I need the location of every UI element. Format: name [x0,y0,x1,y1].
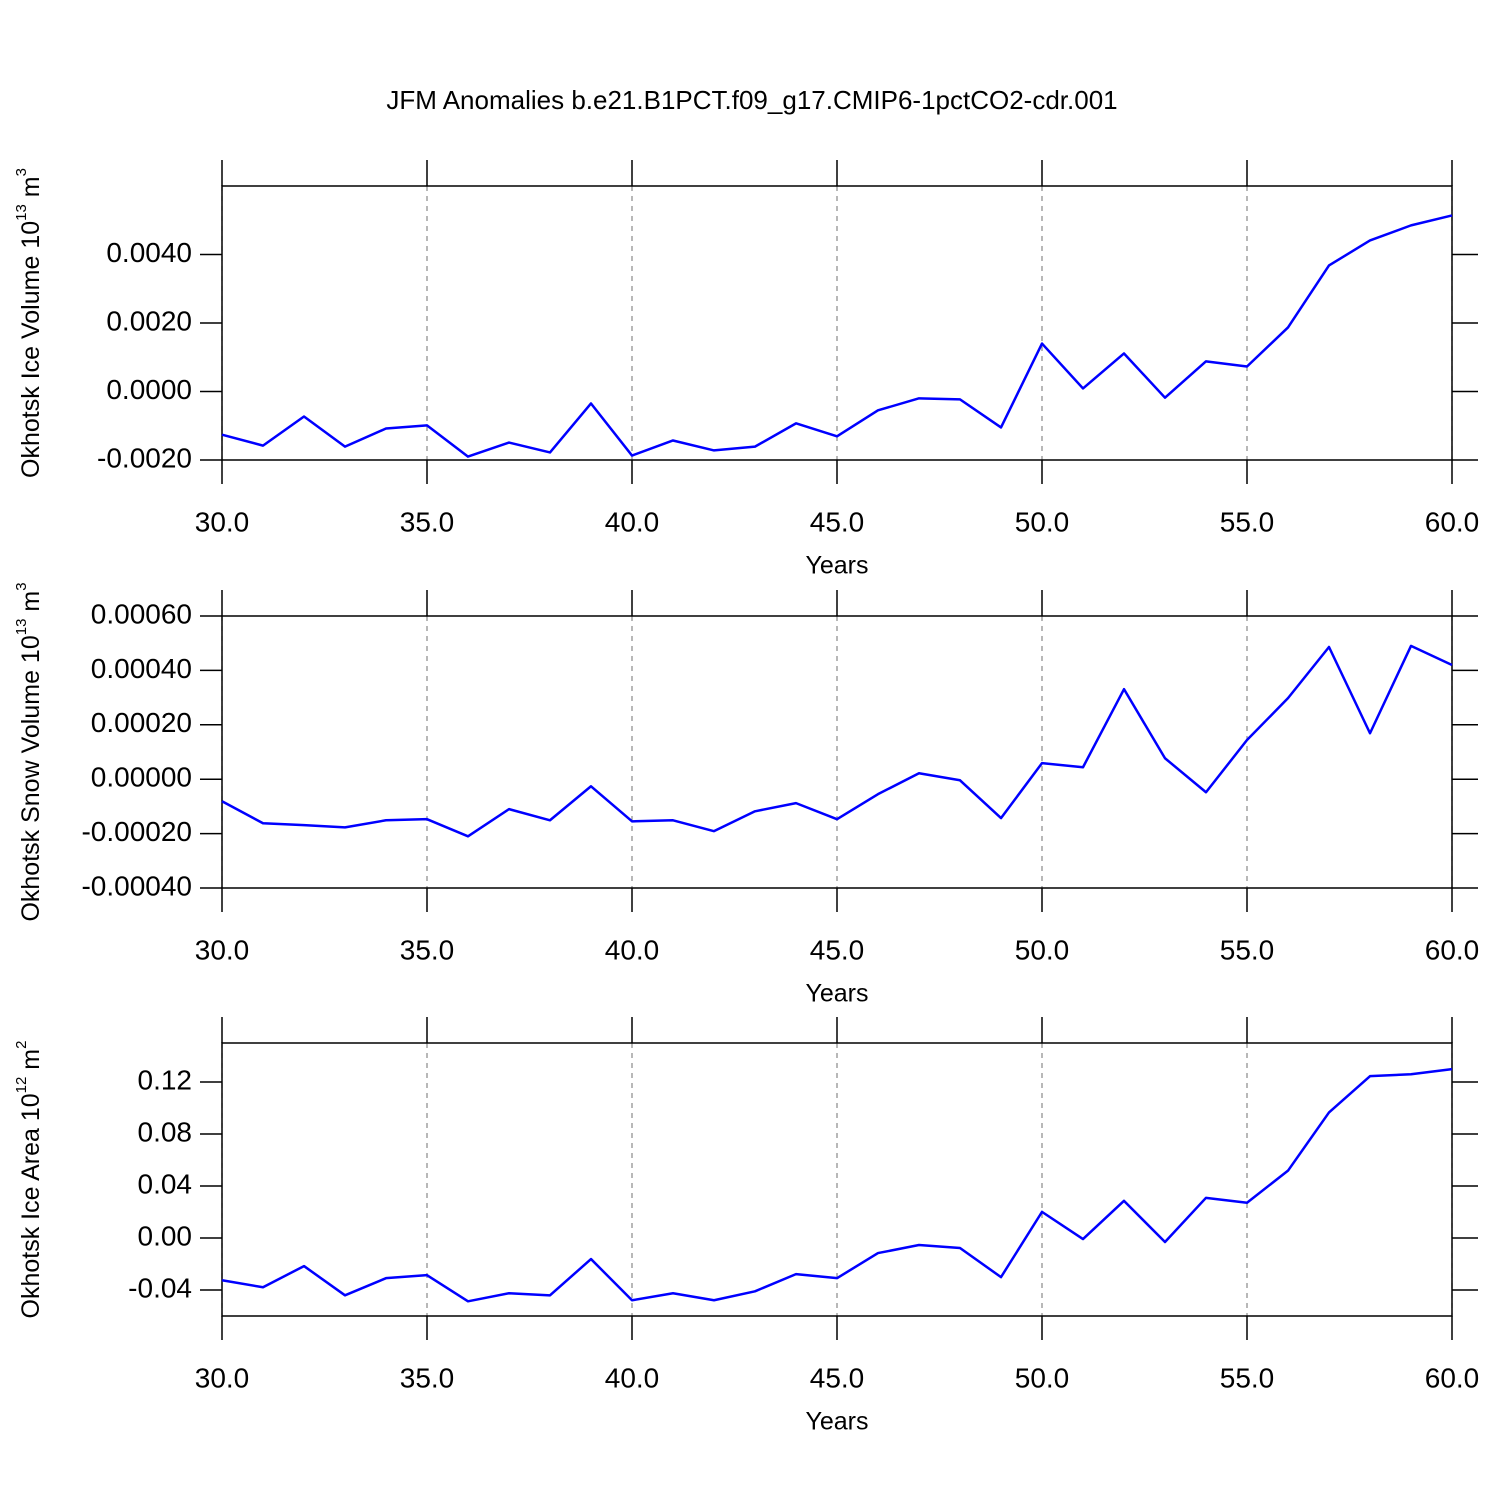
y-tick-label: 0.0020 [106,305,192,336]
x-tick-label: 55.0 [1220,1362,1275,1393]
y-axis-label-unit-exponent: 3 [13,582,30,590]
y-tick-label: -0.0020 [97,442,192,473]
y-axis-label: Okhotsk Snow Volume 1013 m3 [13,582,45,921]
x-tick-label: 45.0 [810,506,865,537]
y-tick-label: 0.00000 [91,762,192,793]
x-tick-label: 60.0 [1425,506,1480,537]
y-tick-label: 0.04 [138,1168,193,1199]
x-tick-label: 35.0 [400,934,455,965]
y-axis-label-text: Okhotsk Ice Volume 10 [17,221,45,478]
x-tick-label: 35.0 [400,1362,455,1393]
x-axis-label: Years [805,980,868,1008]
x-tick-label: 50.0 [1015,1362,1070,1393]
chart-title: JFM Anomalies b.e21.B1PCT.f09_g17.CMIP6-… [386,85,1117,115]
data-line [221,214,1453,458]
y-axis-label: Okhotsk Ice Area 1012 m2 [13,1041,45,1319]
y-tick-label: 0.12 [138,1064,193,1095]
y-axis-label-unit-exponent: 2 [13,1041,30,1049]
y-tick-label: -0.04 [128,1272,192,1303]
y-tick-label: 0.00060 [91,598,192,629]
x-tick-label: 30.0 [195,934,250,965]
y-tick-label: 0.08 [138,1116,193,1147]
x-tick-label: 30.0 [195,506,250,537]
x-tick-label: 45.0 [810,1362,865,1393]
y-tick-label: 0.00 [138,1220,193,1251]
x-tick-label: 50.0 [1015,934,1070,965]
y-tick-label: 0.0000 [106,374,192,405]
y-tick-label: 0.00040 [91,653,192,684]
data-line [221,644,1453,838]
y-axis-label-exponent: 13 [13,619,30,636]
y-tick-label: 0.0040 [106,237,192,268]
y-tick-label: 0.00020 [91,707,192,738]
y-axis-label-exponent: 13 [13,204,30,221]
x-axis-label: Years [805,552,868,580]
x-tick-label: 60.0 [1425,934,1480,965]
y-axis-label-unit: m [17,176,45,204]
x-tick-label: 35.0 [400,506,455,537]
x-tick-label: 60.0 [1425,1362,1480,1393]
x-tick-label: 40.0 [605,506,660,537]
y-axis-label: Okhotsk Ice Volume 1013 m3 [13,168,45,478]
x-tick-label: 45.0 [810,934,865,965]
x-tick-label: 40.0 [605,1362,660,1393]
y-axis-label-text: Okhotsk Ice Area 10 [17,1093,45,1318]
x-tick-label: 55.0 [1220,934,1275,965]
y-axis-label-text: Okhotsk Snow Volume 10 [17,635,45,921]
x-axis-label: Years [805,1408,868,1436]
data-line [221,1067,1453,1303]
y-axis-label-unit: m [17,1049,45,1077]
y-axis-label-unit-exponent: 3 [13,168,30,176]
y-tick-label: -0.00020 [81,816,192,847]
y-tick-label: -0.00040 [81,870,192,901]
x-tick-label: 55.0 [1220,506,1275,537]
y-axis-label-exponent: 12 [13,1077,30,1094]
x-tick-label: 50.0 [1015,506,1070,537]
y-axis-label-unit: m [17,591,45,619]
x-tick-label: 30.0 [195,1362,250,1393]
x-tick-label: 40.0 [605,934,660,965]
